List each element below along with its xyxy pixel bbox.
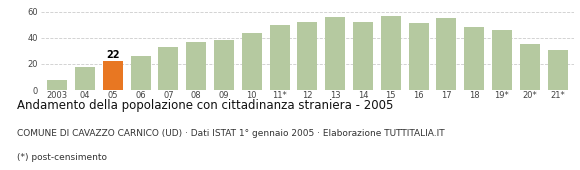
Bar [520,44,540,90]
Bar [270,25,289,90]
Bar [242,33,262,90]
Bar [130,56,151,90]
Bar [214,40,234,90]
Bar [158,47,179,90]
Bar [325,17,345,90]
Bar [408,23,429,90]
Text: Andamento della popolazione con cittadinanza straniera - 2005: Andamento della popolazione con cittadin… [17,99,394,112]
Text: (*) post-censimento: (*) post-censimento [17,153,107,162]
Bar [353,22,373,90]
Text: COMUNE DI CAVAZZO CARNICO (UD) · Dati ISTAT 1° gennaio 2005 · Elaborazione TUTTI: COMUNE DI CAVAZZO CARNICO (UD) · Dati IS… [17,129,445,138]
Bar [380,16,401,90]
Bar [548,50,567,90]
Bar [103,61,123,90]
Bar [75,67,95,90]
Bar [186,42,206,90]
Bar [298,22,317,90]
Bar [47,80,67,90]
Bar [464,27,484,90]
Bar [492,30,512,90]
Bar [436,18,456,90]
Text: 22: 22 [106,50,119,60]
